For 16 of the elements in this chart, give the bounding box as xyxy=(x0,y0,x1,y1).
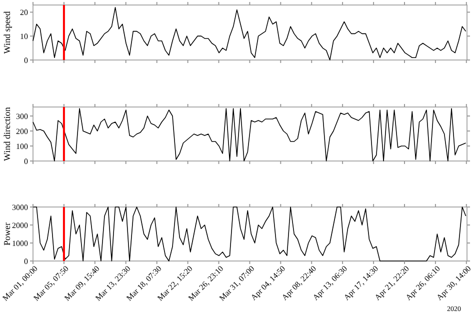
y-tick-label: 2000 xyxy=(12,220,28,230)
y-tick-label: 10 xyxy=(20,32,28,41)
y-tick-label: 20 xyxy=(20,8,28,17)
y-tick-label: 200 xyxy=(16,126,28,136)
line-series xyxy=(32,108,466,162)
y-tick-label: 1000 xyxy=(12,238,28,248)
y-axis-title: Power xyxy=(2,222,12,246)
y-tick-label: 3000 xyxy=(12,202,28,212)
y-axis-title: Wind speed xyxy=(2,10,12,54)
y-tick-label: 0 xyxy=(24,256,28,266)
y-axis-title: Wind direction xyxy=(2,106,12,161)
y-tick-label: 300 xyxy=(16,112,28,121)
y-tick-label: 0 xyxy=(24,156,28,166)
y-tick-label: 0 xyxy=(24,56,28,65)
y-tick-label: 100 xyxy=(16,142,28,151)
line-series xyxy=(32,206,466,262)
